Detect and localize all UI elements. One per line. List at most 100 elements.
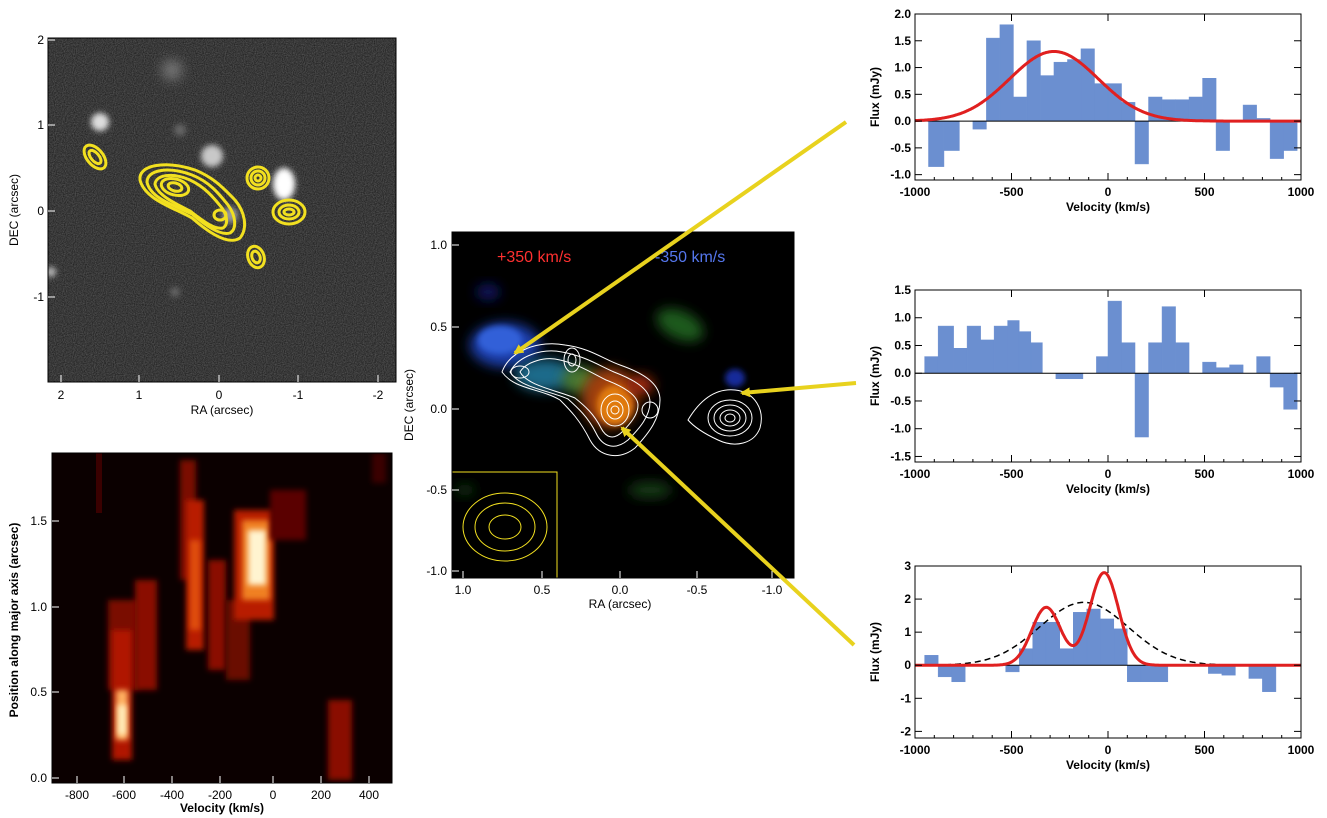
x-tick-label: 1000 <box>1288 185 1315 199</box>
x-tick-label: 1 <box>136 388 143 402</box>
x-tick-label: 500 <box>1194 185 1214 199</box>
y-tick-label: 2 <box>904 592 911 606</box>
x-tick-label: -1000 <box>900 743 931 757</box>
histogram-bar <box>1148 342 1163 374</box>
histogram-bar <box>1067 59 1082 122</box>
x-tick-label: 0 <box>270 788 277 802</box>
y-tick-label: 0.0 <box>430 402 447 416</box>
y-tick-label: -1 <box>33 290 44 304</box>
y-tick-label: 1 <box>37 118 44 132</box>
x-tick-label: -2 <box>373 388 384 402</box>
y-axis-label: Flux (mJy) <box>868 346 882 406</box>
y-tick-label: -1.5 <box>890 449 911 463</box>
x-tick-label: -0.5 <box>687 583 708 597</box>
histogram-bar <box>1121 342 1136 374</box>
y-tick-label: 0.5 <box>30 685 47 699</box>
histogram-bar <box>1134 372 1149 438</box>
x-tick-label: -500 <box>999 743 1023 757</box>
histogram-bar <box>1248 664 1263 679</box>
x-tick-label: -400 <box>160 788 184 802</box>
y-tick-label: -1.0 <box>890 168 911 182</box>
histogram-bar <box>951 664 966 683</box>
y-ticks-center <box>452 244 459 572</box>
histogram-bar <box>980 339 995 374</box>
histogram-bar <box>1134 120 1149 165</box>
histogram-bar <box>1262 664 1277 692</box>
y-tick-label: 1.0 <box>30 600 47 614</box>
single-gaussian-fit-dashed <box>915 601 1301 666</box>
histogram-bar <box>928 120 945 167</box>
x-axis-label: Velocity (km/s) <box>1066 482 1150 496</box>
x-tick-label: 400 <box>359 788 379 802</box>
histogram-bar <box>1018 331 1032 374</box>
x-axis-label: Velocity (km/s) <box>1066 758 1150 772</box>
histogram-bar <box>972 120 987 130</box>
histogram-bar <box>1283 372 1298 410</box>
x-tick-label: 1000 <box>1288 467 1315 481</box>
histogram-bar <box>1161 306 1176 374</box>
arrow-to-east-source <box>740 381 857 398</box>
histogram-bar <box>986 37 1001 122</box>
pv-emission <box>96 453 386 780</box>
histogram-bar <box>1175 99 1190 122</box>
x-axis-label: Velocity (km/s) <box>1066 200 1150 214</box>
y-tick-label: -2 <box>900 724 911 738</box>
histogram-bar <box>1242 104 1257 122</box>
y-tick-label: 1.0 <box>894 61 911 75</box>
histogram-bar <box>1094 83 1109 122</box>
histogram-bar <box>1269 120 1284 159</box>
y-tick-label: 0.0 <box>894 366 911 380</box>
histogram-bar <box>1154 664 1169 683</box>
histogram-bar <box>1055 372 1070 380</box>
y-tick-label: 0.0 <box>30 771 47 785</box>
histogram-bar <box>1040 75 1055 122</box>
histogram-bar <box>1215 367 1230 374</box>
histogram-bar <box>1175 342 1190 374</box>
histogram-bar <box>1096 356 1109 374</box>
y-tick-label: 1.0 <box>430 238 447 252</box>
histogram-bar <box>1100 618 1115 666</box>
histogram-bar <box>1026 40 1041 122</box>
arrow-to-blue-region <box>513 120 848 355</box>
histogram-bar <box>1107 300 1122 374</box>
y-tick-label: 1 <box>904 625 911 639</box>
beam-inset <box>452 471 558 578</box>
y-tick-label: 2.0 <box>894 7 911 21</box>
velocity-label-blue: -350 km/s <box>655 249 725 266</box>
y-ticks-pv <box>52 520 59 779</box>
x-tick-label: 0.5 <box>534 583 551 597</box>
histogram-bar <box>924 356 939 374</box>
histogram-bar <box>1030 342 1043 374</box>
x-tick-label: 200 <box>311 788 331 802</box>
histogram-bar <box>1221 664 1236 676</box>
histogram-bar <box>966 325 981 374</box>
x-tick-label: -500 <box>999 467 1023 481</box>
pv-frame <box>51 452 393 784</box>
histogram-bar <box>1202 361 1217 374</box>
histogram-bar <box>1032 621 1047 666</box>
velocity-label-red: +350 km/s <box>497 249 571 266</box>
y-tick-label: -1.0 <box>890 422 911 436</box>
histogram-bar <box>1127 664 1142 683</box>
x-tick-label: 1000 <box>1288 743 1315 757</box>
x-tick-label: 0 <box>1105 185 1112 199</box>
histogram-bar <box>1256 356 1271 374</box>
histogram-bar <box>1188 96 1203 122</box>
y-tick-label: 1.5 <box>894 34 911 48</box>
y-tick-label: 0.5 <box>430 320 447 334</box>
histogram-bar <box>1045 621 1060 666</box>
spectrum-bottom-panel: -1000 -500 0 500 1000 3 2 1 0 -1 -2 Velocity (km/s)… <box>868 559 1315 772</box>
spectrum-top-panel: -1000 -500 0 500 1000 2.0 1.5 1.0 0.5 0.0 -0.5 -1.0… <box>868 7 1315 214</box>
y-tick-label: -1 <box>900 691 911 705</box>
contours-yellow <box>82 143 307 270</box>
histogram-bar <box>937 325 954 374</box>
arrows <box>513 120 857 647</box>
histogram-bar <box>1140 664 1155 683</box>
y-axis-label: DEC (arcsec) <box>402 369 416 441</box>
source-blob <box>201 145 223 167</box>
source-blob <box>48 267 56 277</box>
x-tick-label: -1.0 <box>762 583 783 597</box>
x-tick-label: -200 <box>208 788 232 802</box>
y-tick-label: 0.0 <box>894 114 911 128</box>
image-panel-center: +350 km/s -350 km/s 1.0 0.5 0.0 -0.5 -1.… <box>402 231 795 611</box>
